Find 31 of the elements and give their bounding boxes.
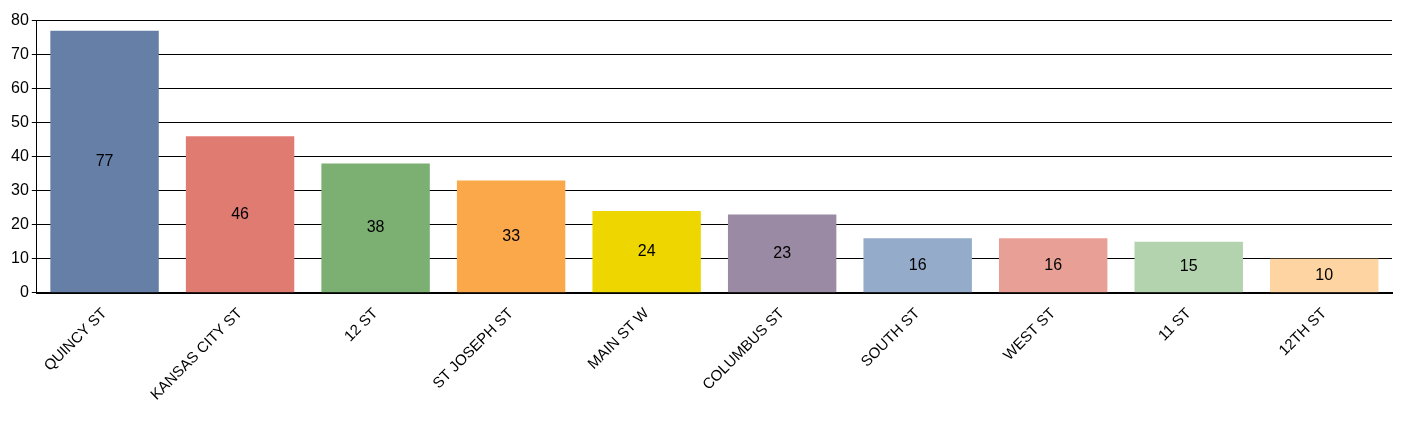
data-label: 33 (502, 226, 521, 244)
x-tick-label: 12 ST (340, 304, 381, 345)
data-label: 10 (1315, 265, 1334, 283)
bar (1270, 258, 1379, 293)
y-tick-label: 80 (11, 11, 29, 29)
bar (998, 238, 1108, 293)
x-tick-label: 11 ST (1154, 304, 1194, 344)
y-tick-label: 40 (11, 147, 29, 165)
data-label: 15 (1179, 257, 1198, 275)
bar (50, 30, 159, 293)
data-label: 77 (95, 151, 114, 169)
bar (456, 180, 566, 293)
y-tick-label: 20 (11, 215, 29, 233)
bar (592, 211, 701, 293)
bar (863, 238, 972, 293)
data-label: 16 (908, 255, 927, 273)
bar (727, 214, 837, 293)
y-tick-label: 50 (11, 113, 29, 131)
y-tick-label: 60 (11, 79, 29, 97)
data-label: 23 (773, 243, 792, 261)
data-label: 24 (637, 241, 656, 259)
data-label: 46 (231, 204, 250, 222)
bar (185, 136, 295, 293)
y-tick-label: 10 (11, 249, 29, 267)
y-tick-label: 0 (19, 283, 29, 301)
data-label: 38 (366, 218, 385, 236)
data-label: 16 (1044, 255, 1063, 273)
y-tick-label: 30 (11, 181, 29, 199)
bar (321, 163, 430, 293)
y-tick-label: 70 (11, 45, 29, 63)
bar (1134, 241, 1243, 293)
